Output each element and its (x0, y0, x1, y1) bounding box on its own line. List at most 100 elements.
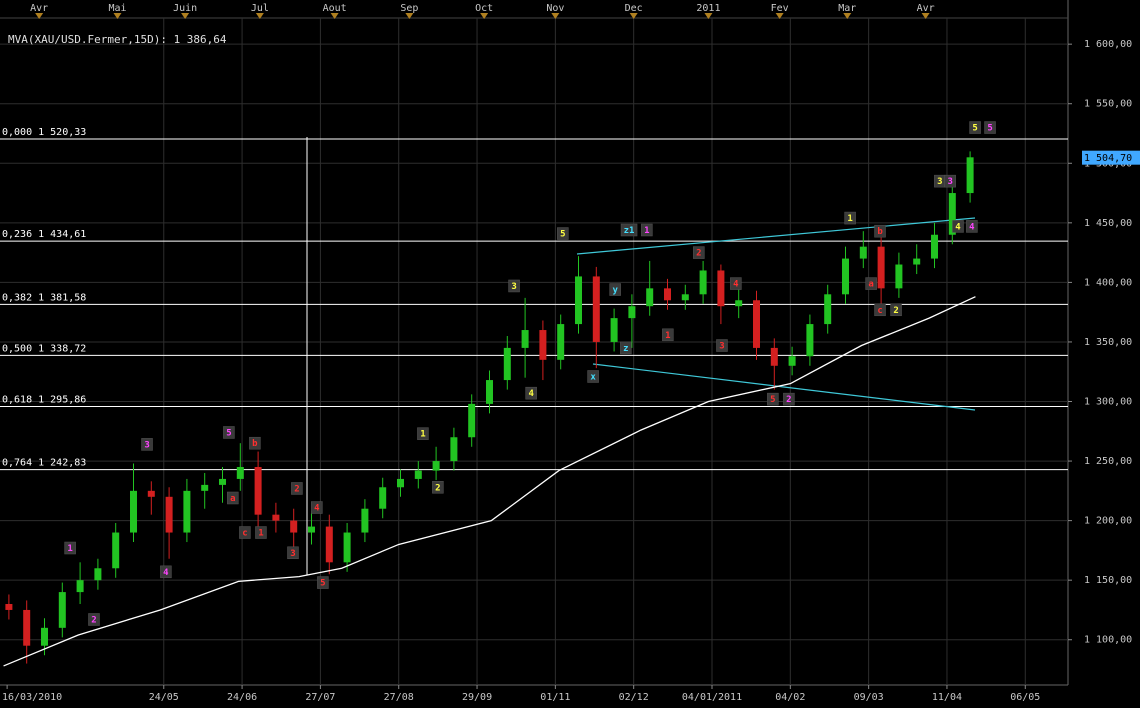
wave-label: 1 (67, 544, 72, 554)
fib-level-label: 0,000 1 520,33 (2, 127, 86, 138)
candle-body (5, 604, 13, 610)
wave-label: 5 (987, 124, 992, 134)
fib-level-label: 0,764 1 242,83 (2, 458, 86, 469)
wave-label: 5 (560, 230, 565, 240)
candle-body (236, 467, 244, 479)
x-tick-label: 06/05 (1010, 692, 1040, 703)
wave-label-box (767, 392, 779, 406)
candle-body (219, 478, 226, 485)
y-tick-label: 1 450,00 (1084, 218, 1132, 229)
y-tick-label: 1 350,00 (1084, 337, 1132, 348)
month-marker (775, 13, 784, 19)
wave-label: 2 (786, 395, 791, 405)
x-tick-label: 16/03/2010 (2, 692, 62, 703)
levels: 0,000 1 520,33 0,236 1 434,61 0,382 1 381,… (0, 127, 1068, 471)
wave-label: 1 (644, 226, 649, 236)
candle-body (557, 324, 565, 360)
month-marker (181, 13, 190, 19)
wave-label: 1 (258, 529, 263, 539)
candle-body (183, 490, 191, 533)
candle-body (681, 294, 689, 301)
candle-body (503, 347, 511, 381)
candle-body (468, 403, 476, 438)
wave-label-box (587, 370, 599, 383)
wave-label-box (417, 427, 429, 440)
candle-body (735, 300, 743, 307)
wave-label: 4 (969, 222, 975, 232)
y-tick-label: 1 550,00 (1084, 99, 1132, 110)
month-marker (330, 13, 339, 19)
wave-label: 5 (226, 428, 231, 438)
wave-label-box (508, 279, 520, 293)
wave-label: 2 (696, 249, 701, 259)
month-marker (551, 13, 560, 19)
candle-body (770, 347, 778, 366)
wave-label-box (620, 341, 632, 355)
axis-labels: 1 100,00 1 150,00 1 200,00 1 250,00 1 300,00… (2, 3, 1140, 703)
x-tick-label: 24/06 (227, 692, 257, 703)
wave-label-box (984, 121, 996, 134)
candle-body (824, 294, 832, 325)
candle-body (450, 437, 458, 462)
month-label: Nov (546, 3, 564, 14)
month-label: Mai (108, 3, 126, 14)
wave-label-box (223, 426, 235, 439)
wave-label: 4 (733, 280, 739, 290)
candle-body (966, 157, 974, 194)
x-tick-label: 11/04 (932, 692, 962, 703)
wave-label: b (252, 439, 258, 449)
month-label: 2011 (696, 3, 720, 14)
wave-label-box (730, 277, 742, 290)
candle-body (486, 380, 493, 404)
x-tick-label: 04/02 (775, 692, 805, 703)
wave-label-box (783, 392, 795, 406)
wave-label: 2 (294, 484, 299, 494)
fib-level-label: 0,618 1 295,86 (2, 394, 86, 405)
wave-label: a (230, 494, 235, 504)
month-label: Oct (475, 3, 493, 14)
wave-label-box (64, 541, 76, 555)
x-tick-label: 02/12 (619, 692, 649, 703)
wave-label: 3 (947, 177, 952, 187)
candle-body (58, 592, 66, 628)
candle-body (397, 478, 404, 488)
wave-label: z1 (624, 226, 635, 236)
wave-label-box (311, 501, 323, 514)
y-tick-label: 1 150,00 (1084, 575, 1132, 586)
month-label: Fev (771, 3, 789, 14)
candle-body (753, 300, 760, 348)
wave-label: 2 (91, 615, 96, 625)
month-label: Avr (30, 3, 48, 14)
candle-body (94, 568, 102, 581)
wave-label-box (287, 546, 299, 560)
candle-body (913, 258, 921, 265)
month-marker (405, 13, 414, 19)
month-marker (480, 13, 489, 19)
month-label: Aout (323, 3, 347, 14)
candle-body (628, 306, 636, 319)
candle-body (646, 288, 654, 307)
y-tick-label: 1 600,00 (1084, 39, 1132, 50)
fib-level-label: 0,500 1 338,72 (2, 343, 86, 354)
wave-label: z (623, 344, 628, 354)
candle-body (112, 532, 120, 569)
candle-body (717, 270, 725, 307)
candle-body (895, 264, 903, 289)
candle-body (308, 526, 315, 533)
wave-label: 1 (665, 331, 670, 341)
candle-body (521, 330, 529, 348)
month-marker (35, 13, 44, 19)
wave-label: 5 (770, 395, 775, 405)
candle-body (343, 532, 351, 563)
last-price-label: 1 504,70 (1084, 153, 1132, 164)
wave-label-box (141, 438, 153, 451)
wave-label-box (557, 227, 569, 240)
candle-body (610, 318, 618, 342)
candle-body (414, 470, 422, 479)
moving-average-line (3, 296, 976, 667)
candle-body (290, 520, 298, 533)
wave-label-box (641, 223, 653, 237)
